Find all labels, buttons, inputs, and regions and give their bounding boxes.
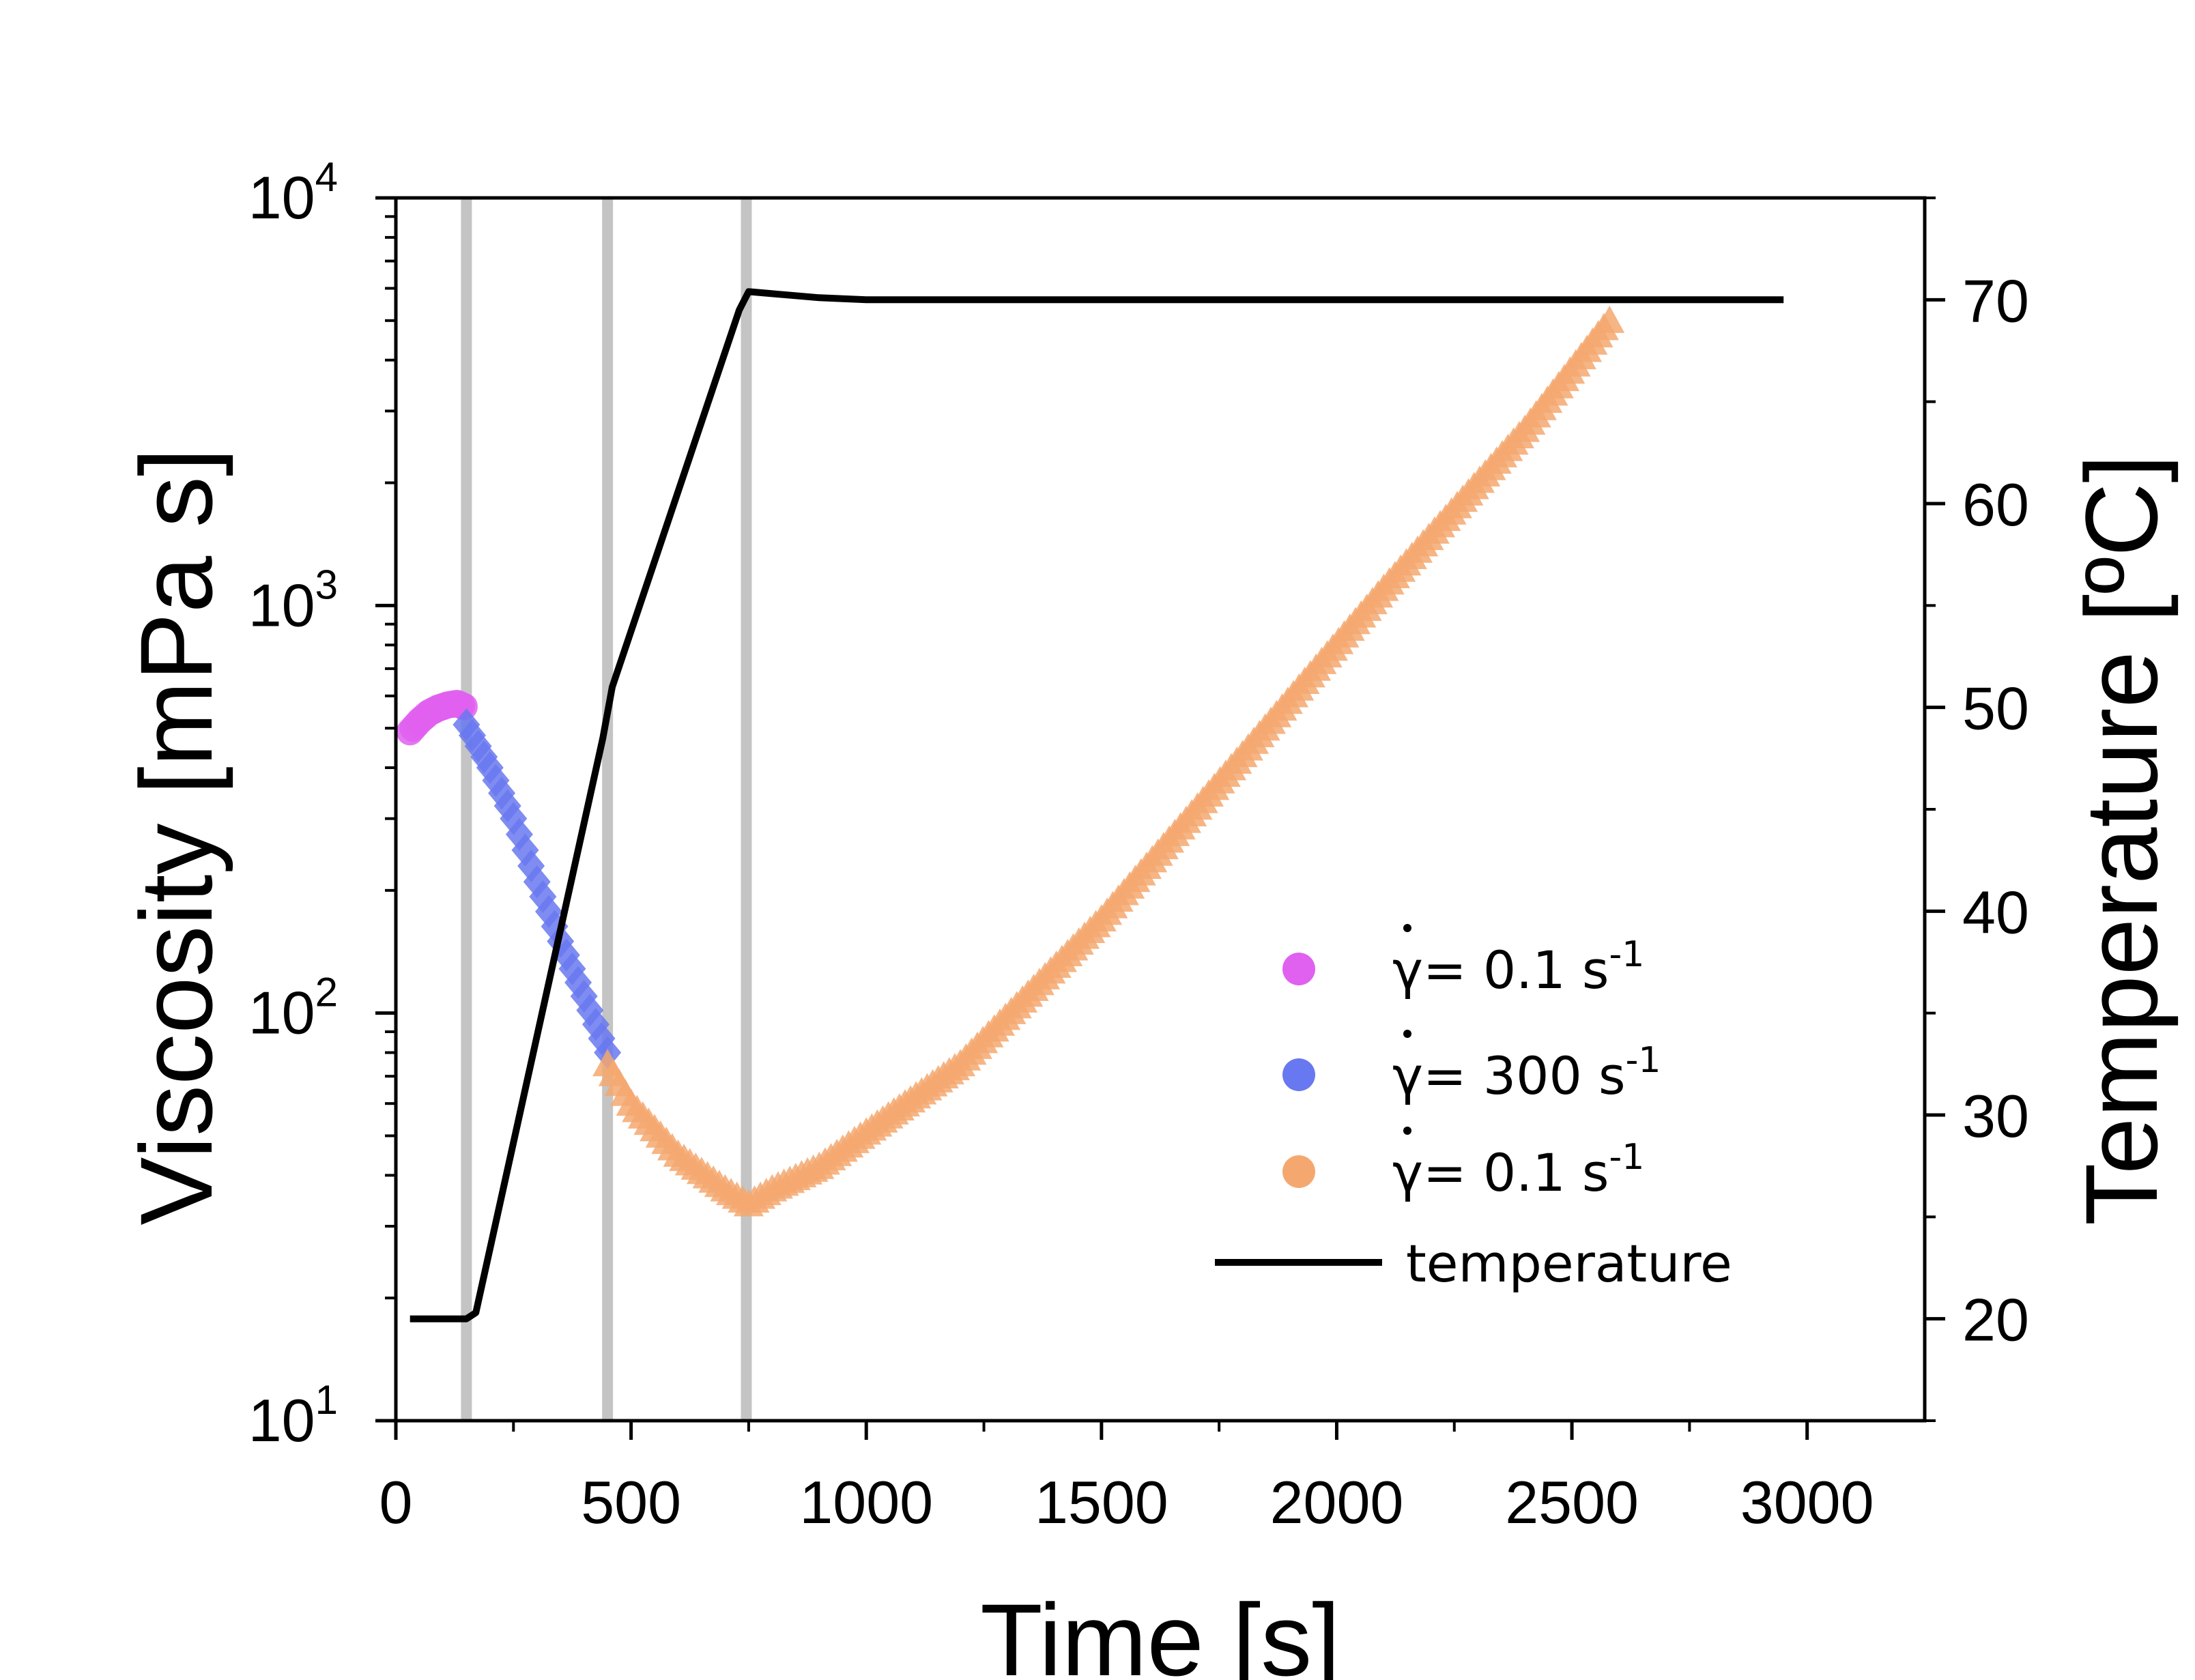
legend-dot-accent: [1403, 1127, 1411, 1135]
left-y-tick-label: 102: [248, 970, 338, 1047]
right-y-tick-label: 40: [1962, 878, 2029, 946]
left-y-axis-title: Viscosity [mPa s]: [119, 448, 233, 1225]
right-y-tick-label: 30: [1962, 1082, 2029, 1150]
data-point: [450, 693, 478, 721]
legend-label: γ= 300 s-1: [1392, 1040, 1661, 1106]
left-y-tick-label: 104: [248, 154, 338, 231]
legend-marker: [1282, 953, 1315, 985]
x-tick-label: 2500: [1505, 1468, 1639, 1536]
temperature-line: [410, 288, 1784, 1322]
axis-ticks: 0 500 1000 1500 2000 2500 3000 101 102 103 104 20 30…: [248, 154, 2029, 1536]
right-y-tick-label: 70: [1962, 267, 2029, 334]
left-y-tick-label: 103: [248, 562, 338, 639]
legend-label: temperature: [1406, 1233, 1732, 1294]
data-series: [396, 288, 1784, 1322]
legend: γ= 0.1 s-1 γ= 300 s-1 γ= 0.1 s-1 temperatur…: [1215, 924, 1732, 1294]
x-tick-label: 1500: [1035, 1468, 1168, 1536]
legend-dot-accent: [1403, 1030, 1411, 1038]
right-y-tick-label: 20: [1962, 1286, 2029, 1354]
x-axis-title: Time [s]: [980, 1582, 1340, 1680]
legend-dot-accent: [1403, 924, 1411, 932]
legend-marker: [1282, 1155, 1315, 1188]
legend-marker: [1282, 1058, 1315, 1091]
x-tick-label: 500: [581, 1468, 681, 1536]
left-y-tick-label: 101: [248, 1377, 338, 1454]
series-circle: [396, 689, 478, 746]
right-y-tick-label: 50: [1962, 675, 2029, 742]
series-line: [410, 288, 1784, 1322]
x-tick-label: 2000: [1270, 1468, 1404, 1536]
x-tick-label: 0: [379, 1468, 413, 1536]
x-tick-label: 3000: [1740, 1468, 1874, 1536]
right-y-axis-title: Temperature [ºC]: [2064, 454, 2179, 1226]
series-triangle: [592, 305, 1625, 1217]
legend-label: γ= 0.1 s-1: [1392, 934, 1644, 1000]
x-tick-label: 1000: [799, 1468, 933, 1536]
legend-label: γ= 0.1 s-1: [1392, 1137, 1644, 1203]
data-point: [1594, 305, 1625, 333]
series-diamond: [453, 708, 622, 1069]
right-y-tick-label: 60: [1962, 471, 2029, 538]
phase-boundaries: [461, 198, 752, 1421]
